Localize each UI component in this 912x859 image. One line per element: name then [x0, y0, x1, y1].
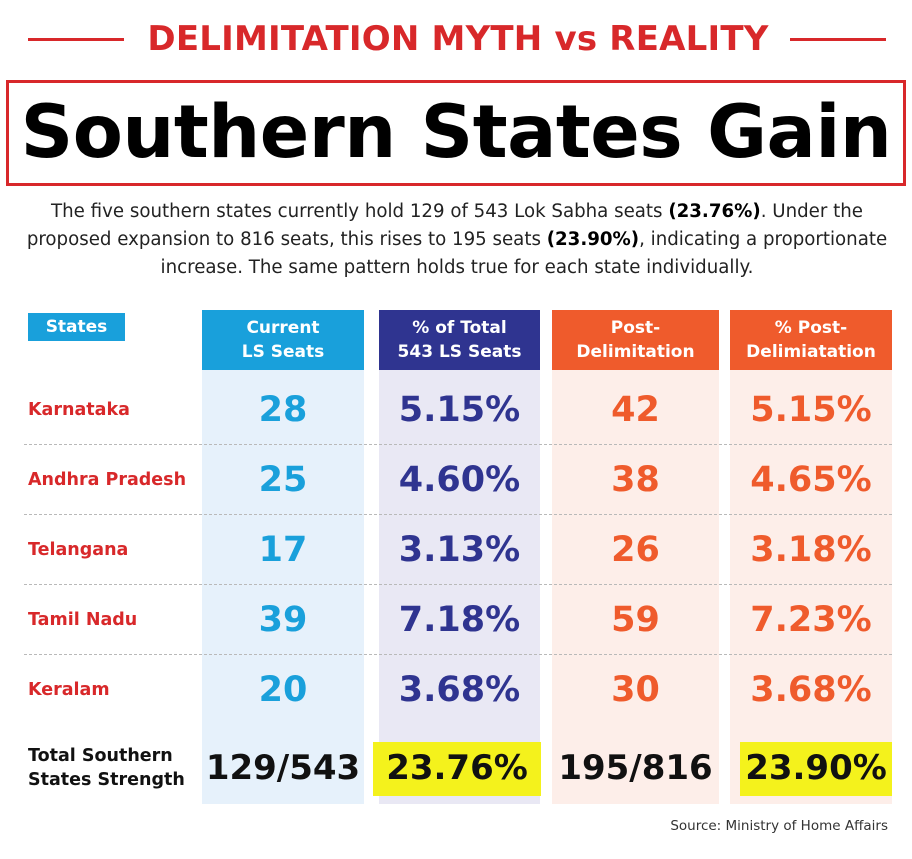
- header-pct-current-label: % of Total 543 LS Seats: [397, 318, 522, 362]
- row-divider: [24, 584, 892, 585]
- state-name: Telangana: [28, 540, 129, 560]
- header-pct-current: % of Total 543 LS Seats: [379, 310, 540, 370]
- intro-bold-1: (23.76%): [668, 201, 761, 222]
- post-seats-value: 38: [611, 460, 660, 500]
- pct-post-value: 3.18%: [750, 530, 872, 570]
- state-name: Karnataka: [28, 400, 130, 420]
- header-pct-post-label: % Post- Delimiatation: [746, 318, 876, 362]
- current-seats-value: 25: [258, 460, 308, 500]
- intro-text-3: , indicating a proportionate increase. T…: [160, 229, 888, 278]
- headline: Southern States Gain: [20, 90, 892, 175]
- header-states: States: [28, 313, 125, 341]
- highlight-pct-post: [740, 742, 892, 796]
- intro-text-2: . Under the proposed expansion to 816 se…: [26, 201, 863, 250]
- pct-current-value: 3.68%: [398, 670, 521, 710]
- total-label: Total Southern States Strength: [28, 746, 185, 790]
- intro-bold-2: (23.90%): [546, 229, 640, 250]
- current-seats-value: 28: [258, 390, 308, 430]
- table-row: Andhra Pradesh 25 4.60% 38 4.65%: [24, 445, 892, 515]
- pct-post-value: 5.15%: [750, 390, 872, 430]
- pct-current-value: 5.15%: [398, 390, 521, 430]
- current-seats-value: 20: [258, 670, 308, 710]
- pct-post-value: 7.23%: [750, 600, 872, 640]
- pct-current-value: 7.18%: [398, 600, 521, 640]
- post-seats-value: 26: [611, 530, 660, 570]
- header-current-seats: Current LS Seats: [202, 310, 364, 370]
- row-divider: [24, 654, 892, 655]
- column-bg-pct-post: [730, 310, 892, 804]
- source-credit: Source: Ministry of Home Affairs: [670, 818, 888, 834]
- post-seats-value: 42: [611, 390, 660, 430]
- pct-current-value: 4.60%: [398, 460, 521, 500]
- header-current-seats-label: Current LS Seats: [241, 318, 325, 362]
- header-post-delimitation: Post- Delimitation: [552, 310, 719, 370]
- table-row: Karnataka 28 5.15% 42 5.15%: [24, 375, 892, 445]
- table-row: Tamil Nadu 39 7.18% 59 7.23%: [24, 585, 892, 655]
- kicker: DELIMITATION MYTH vs REALITY: [0, 14, 912, 64]
- row-divider: [24, 514, 892, 515]
- kicker-text: DELIMITATION MYTH vs REALITY: [147, 19, 769, 59]
- header-pct-post: % Post- Delimiatation: [730, 310, 892, 370]
- intro-paragraph: The five southern states currently hold …: [22, 198, 892, 282]
- state-name: Keralam: [28, 680, 110, 700]
- kicker-rule-left: [28, 38, 124, 41]
- pct-post-value: 4.65%: [750, 460, 872, 500]
- highlight-pct-current: [373, 742, 541, 796]
- state-name: Tamil Nadu: [28, 610, 138, 630]
- post-seats-value: 59: [611, 600, 660, 640]
- column-bg-post: [552, 310, 719, 804]
- state-name: Andhra Pradesh: [28, 470, 187, 490]
- table-row: Keralam 20 3.68% 30 3.68%: [24, 655, 892, 725]
- pct-current-value: 3.13%: [398, 530, 521, 570]
- kicker-rule-right: [790, 38, 886, 41]
- pct-post-value: 3.68%: [750, 670, 872, 710]
- intro-text-1: The five southern states currently hold …: [51, 201, 669, 222]
- column-bg-current: [202, 310, 364, 804]
- post-seats-value: 30: [611, 670, 660, 710]
- headline-box: Southern States Gain: [6, 80, 906, 186]
- total-post: 195/816: [558, 748, 713, 788]
- header-post-delimitation-label: Post- Delimitation: [576, 318, 695, 362]
- total-pct-current: 23.76%: [386, 748, 528, 788]
- table-row: Telangana 17 3.13% 26 3.18%: [24, 515, 892, 585]
- current-seats-value: 17: [258, 530, 308, 570]
- current-seats-value: 39: [258, 600, 308, 640]
- row-divider: [24, 444, 892, 445]
- total-pct-post: 23.90%: [745, 748, 887, 788]
- column-bg-pct-current: [379, 310, 540, 804]
- total-current: 129/543: [205, 748, 361, 788]
